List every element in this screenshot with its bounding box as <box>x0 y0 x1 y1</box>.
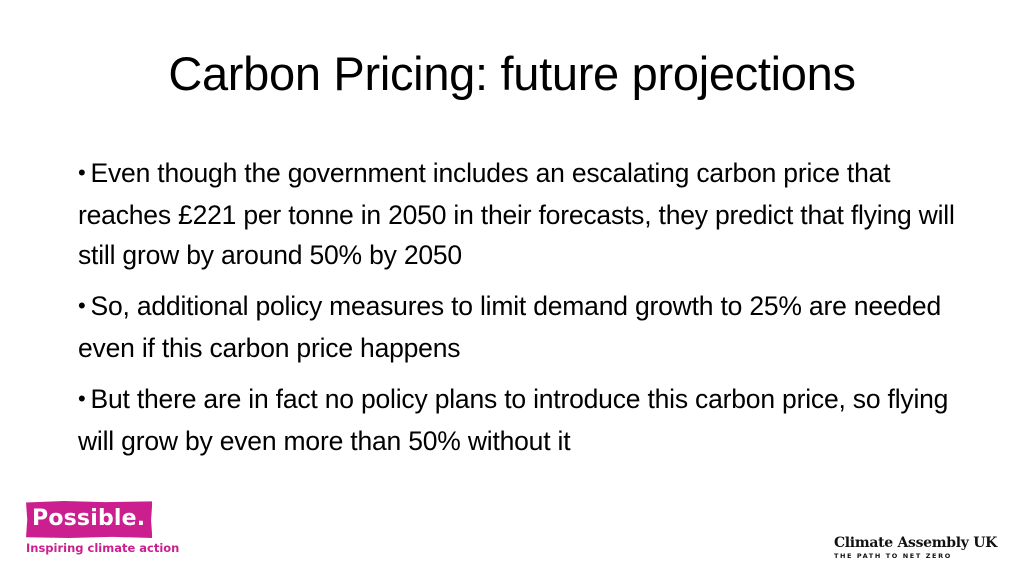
possible-logo-wordmark: Possible. <box>26 501 153 538</box>
bullet-item: • Even though the government includes an … <box>78 153 958 275</box>
bullet-dot-icon: • <box>78 160 86 185</box>
bullet-item: • But there are in fact no policy plans t… <box>78 379 958 461</box>
bullet-text: So, additional policy measures to limit … <box>78 291 942 363</box>
bullet-text: But there are in fact no policy plans to… <box>78 384 949 456</box>
bullet-dot-icon: • <box>78 293 86 318</box>
climate-assembly-logo-name: Climate Assembly UK <box>833 535 997 551</box>
bullet-item: • So, additional policy measures to limit… <box>78 286 958 368</box>
bullet-list: • Even though the government includes an … <box>78 153 958 472</box>
bullet-text: Even though the government includes an e… <box>78 158 955 270</box>
possible-logo-tagline: Inspiring climate action <box>26 541 180 555</box>
climate-assembly-logo-tagline: THE PATH TO NET ZERO <box>833 552 952 560</box>
bullet-dot-icon: • <box>78 386 86 411</box>
slide-title: Carbon Pricing: future projections <box>168 47 856 100</box>
possible-logo: Possible. Inspiring climate action <box>26 501 180 556</box>
climate-assembly-logo: Climate Assembly UK THE PATH TO NET ZERO <box>834 535 997 561</box>
